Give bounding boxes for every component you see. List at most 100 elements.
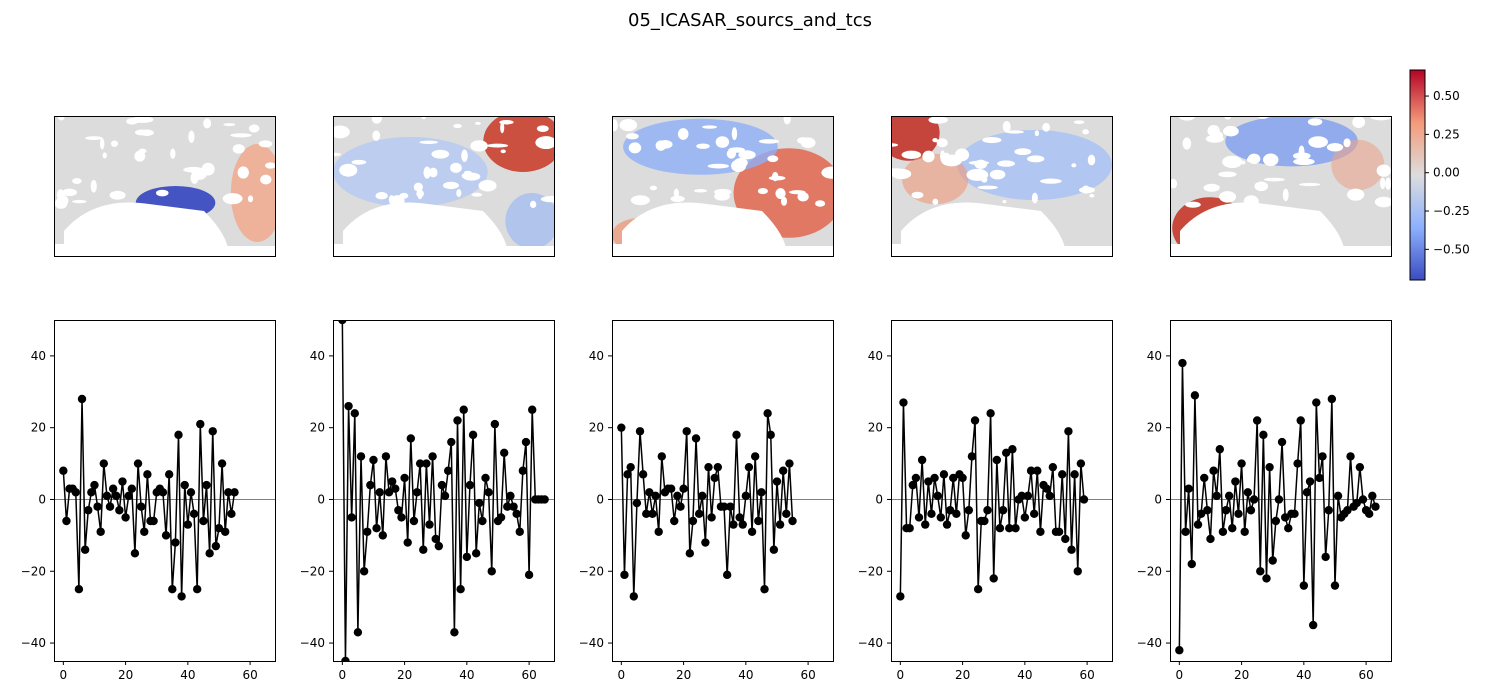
data-point bbox=[412, 488, 422, 497]
data-point bbox=[642, 509, 651, 519]
data-point bbox=[980, 516, 989, 526]
data-point bbox=[1262, 574, 1271, 583]
map-colour-patch bbox=[902, 153, 969, 205]
data-point bbox=[1259, 430, 1268, 440]
data-point bbox=[1033, 466, 1042, 475]
data-point bbox=[84, 506, 93, 515]
data-point bbox=[1324, 506, 1333, 515]
y-tick-label: 0 bbox=[596, 492, 604, 506]
data-point bbox=[99, 459, 109, 468]
data-point bbox=[62, 516, 71, 526]
y-tick-label: 20 bbox=[868, 421, 883, 435]
x-tick-label: 20 bbox=[397, 668, 412, 682]
x-tick-label: 20 bbox=[118, 668, 133, 682]
data-point bbox=[757, 488, 766, 497]
data-point bbox=[775, 520, 785, 529]
data-point bbox=[632, 498, 642, 508]
data-point bbox=[958, 473, 967, 483]
data-point bbox=[450, 628, 459, 637]
data-point bbox=[406, 434, 416, 443]
x-tick-label: 0 bbox=[60, 668, 68, 682]
data-point bbox=[1308, 620, 1318, 630]
y-tick-label: 40 bbox=[589, 349, 604, 363]
data-point bbox=[77, 394, 87, 404]
data-point bbox=[921, 520, 930, 529]
data-point bbox=[127, 484, 137, 493]
time-course-3: 0 20 40 60 −40 −20 0 20 40 bbox=[579, 320, 834, 682]
colorbar-tick-label: −0.50 bbox=[1433, 242, 1470, 256]
data-point bbox=[350, 409, 359, 418]
data-point bbox=[952, 509, 961, 519]
data-point bbox=[973, 585, 983, 594]
data-point bbox=[744, 462, 754, 472]
data-point bbox=[372, 523, 381, 533]
data-point bbox=[933, 491, 942, 501]
data-point bbox=[202, 480, 211, 490]
data-point bbox=[381, 452, 391, 461]
data-point bbox=[168, 585, 177, 594]
data-point bbox=[1302, 488, 1312, 497]
data-point bbox=[1061, 534, 1070, 544]
data-point bbox=[989, 574, 998, 583]
data-point bbox=[1203, 506, 1212, 515]
data-point bbox=[143, 470, 152, 479]
data-point bbox=[1057, 470, 1067, 479]
data-point bbox=[59, 466, 68, 475]
data-point bbox=[108, 484, 118, 493]
x-tick-label: 60 bbox=[1079, 668, 1094, 682]
data-point bbox=[499, 448, 509, 458]
source-map-4 bbox=[891, 116, 1113, 257]
data-point bbox=[729, 520, 738, 529]
time-course-2: 0 20 40 60 −40 −20 0 20 40 bbox=[300, 320, 555, 682]
data-point bbox=[180, 480, 189, 490]
map-colour-patch bbox=[1331, 139, 1385, 191]
data-point bbox=[490, 419, 500, 429]
data-point bbox=[456, 585, 465, 594]
map-colour-patch bbox=[891, 116, 940, 161]
data-point bbox=[1200, 473, 1209, 483]
y-tick-label: 20 bbox=[589, 421, 604, 435]
data-point bbox=[1029, 509, 1039, 519]
data-point bbox=[1234, 509, 1243, 519]
data-point bbox=[760, 585, 769, 594]
data-point bbox=[1193, 520, 1203, 529]
data-point bbox=[741, 491, 751, 501]
data-point bbox=[1237, 459, 1246, 468]
data-point bbox=[90, 480, 99, 490]
data-point bbox=[769, 545, 779, 554]
data-point bbox=[471, 549, 481, 558]
data-point bbox=[1305, 477, 1315, 486]
data-point bbox=[1011, 523, 1020, 533]
data-point bbox=[754, 516, 763, 526]
time-courses-row: 0 20 40 60 −40 −20 0 20 40 0 20 40 60 −40 −20 0 20 40 0 20 4… bbox=[21, 320, 1392, 682]
data-point bbox=[620, 570, 629, 580]
data-point bbox=[1355, 462, 1365, 472]
series-line bbox=[620, 413, 794, 597]
data-point bbox=[105, 502, 115, 511]
data-point bbox=[778, 466, 788, 475]
data-point bbox=[1054, 527, 1064, 536]
x-tick-label: 20 bbox=[1234, 668, 1249, 682]
data-point bbox=[1048, 462, 1058, 472]
data-point bbox=[434, 541, 444, 551]
data-point bbox=[475, 498, 484, 508]
data-point bbox=[1017, 491, 1026, 501]
y-tick-label: 0 bbox=[38, 492, 46, 506]
data-point bbox=[917, 455, 927, 465]
data-point bbox=[726, 502, 735, 511]
data-point bbox=[400, 473, 409, 483]
data-point bbox=[133, 459, 143, 468]
data-point bbox=[1073, 567, 1082, 576]
data-point bbox=[673, 491, 682, 501]
data-point bbox=[183, 520, 193, 529]
data-point bbox=[782, 509, 791, 519]
data-point bbox=[1064, 427, 1073, 436]
data-point bbox=[1240, 527, 1249, 536]
data-point bbox=[459, 405, 468, 414]
data-point bbox=[704, 462, 713, 472]
axes-frame bbox=[612, 320, 834, 662]
data-point bbox=[224, 488, 233, 497]
y-tick-label: 20 bbox=[31, 421, 46, 435]
map-frame bbox=[891, 116, 1113, 257]
